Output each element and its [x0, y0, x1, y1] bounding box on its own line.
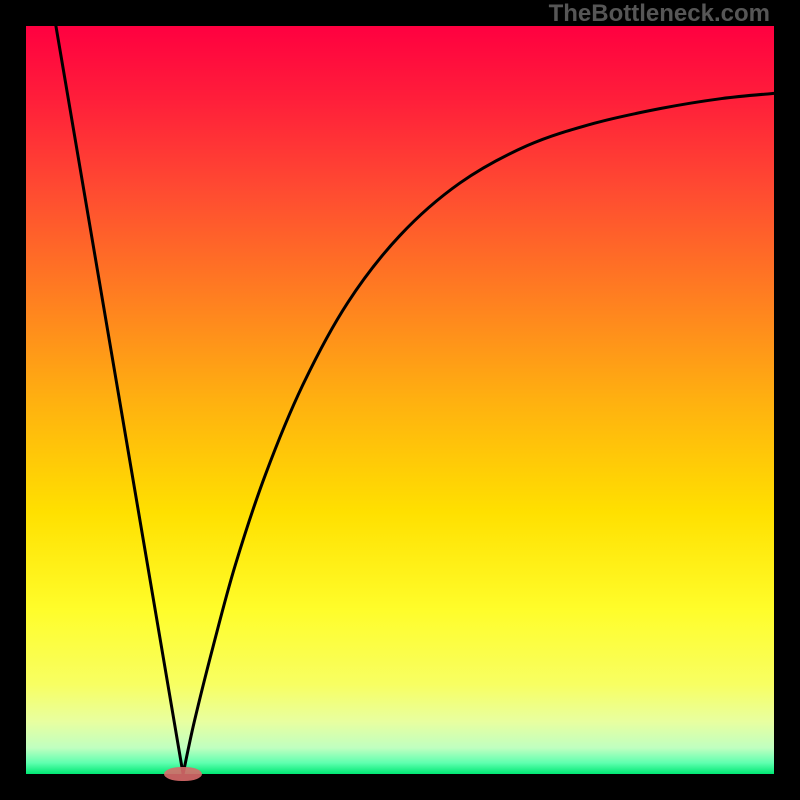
curve-layer [26, 26, 774, 774]
v-curve [56, 26, 774, 774]
vertex-marker [164, 767, 201, 782]
plot-area [26, 26, 774, 774]
chart-stage: TheBottleneck.com [0, 0, 800, 800]
watermark-text: TheBottleneck.com [549, 0, 770, 28]
